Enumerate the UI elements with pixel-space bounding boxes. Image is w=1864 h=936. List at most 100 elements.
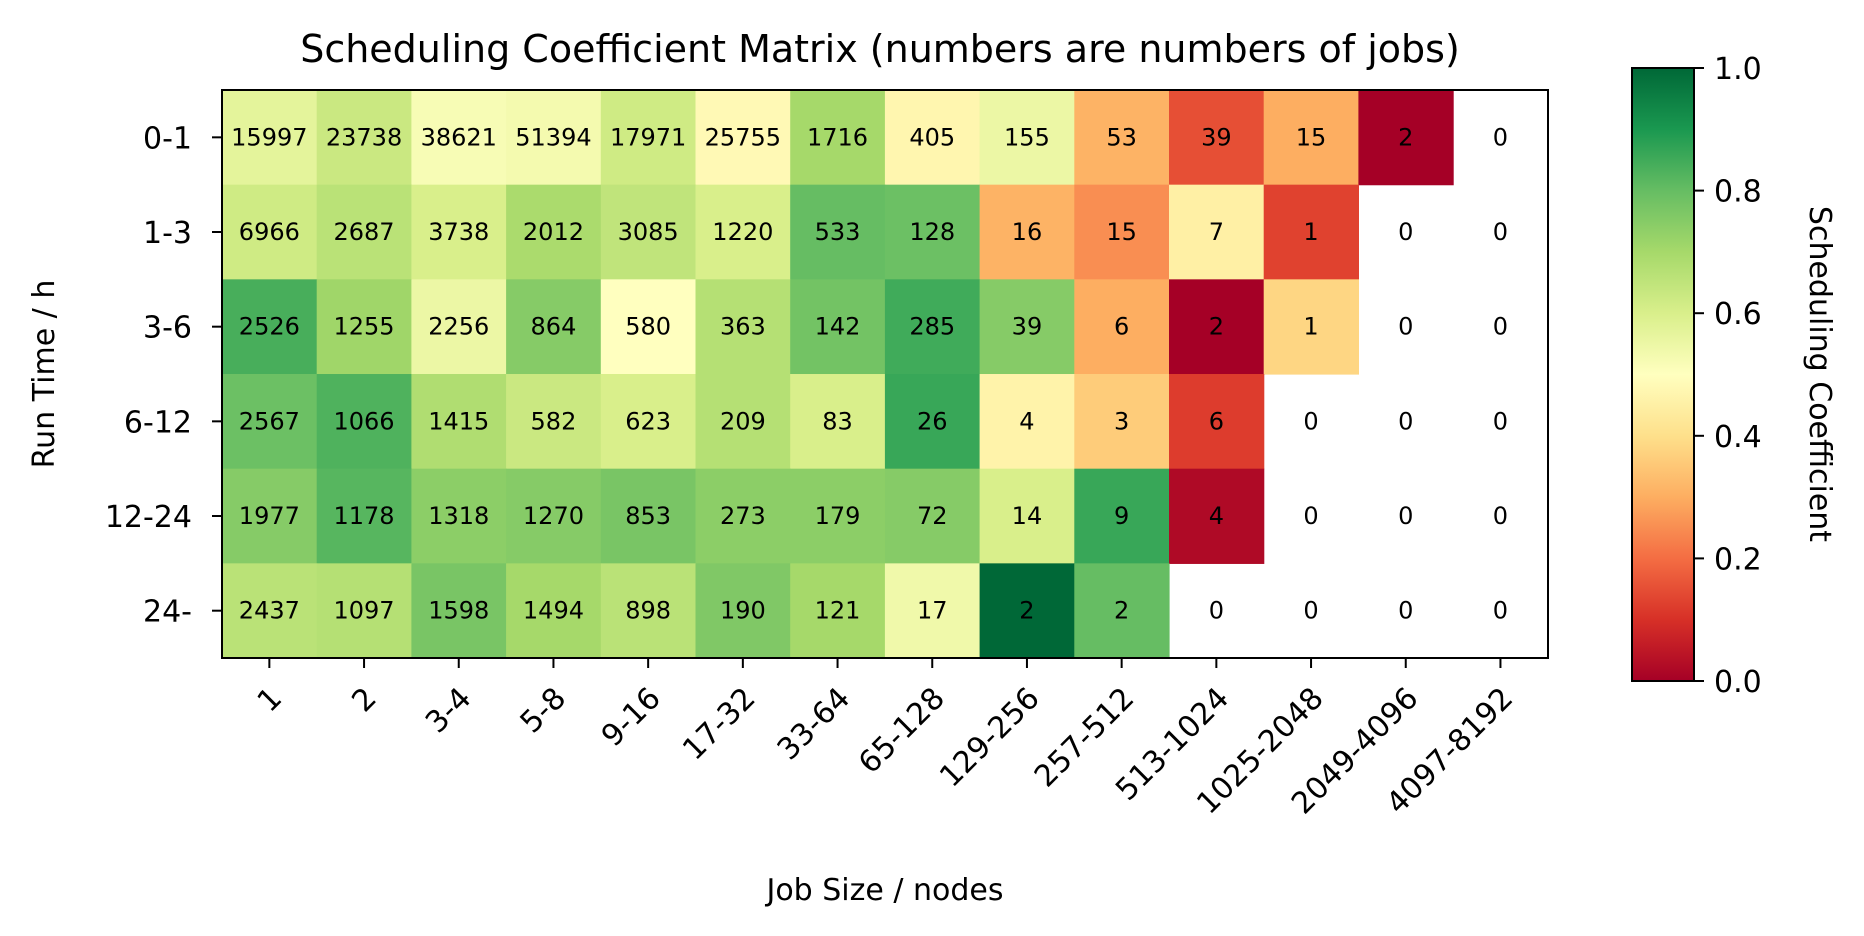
heatmap-cell	[600, 279, 697, 375]
heatmap-cell	[222, 184, 318, 280]
cell-count-label: 3085	[618, 218, 679, 246]
heatmap-cell	[1169, 468, 1265, 564]
heatmap-cell	[1263, 184, 1359, 280]
heatmap-cell	[979, 563, 1075, 659]
cell-count-label: 190	[720, 597, 766, 625]
heatmap-cell	[411, 468, 507, 564]
heatmap-cell	[506, 184, 602, 280]
cell-count-label: 0	[1493, 313, 1508, 341]
x-axis-ticks: 1 2 3-4 5-8 9-16 17-32 33-6465-128129-256257-5…	[251, 658, 1520, 821]
cell-count-label: 2256	[428, 313, 489, 341]
cell-count-label: 2687	[334, 218, 395, 246]
heatmap-cell	[1263, 90, 1359, 186]
heatmap-cell	[411, 184, 507, 280]
heatmap-cell	[884, 468, 981, 564]
cell-count-label: 17971	[610, 123, 686, 151]
cell-count-label: 2	[1209, 313, 1224, 341]
heatmap-cell	[1074, 279, 1170, 375]
cell-count-label: 15	[1106, 218, 1137, 246]
cell-count-label: 7	[1209, 218, 1224, 246]
heatmap-cell	[316, 468, 412, 564]
cell-count-label: 15997	[231, 123, 307, 151]
cell-count-label: 580	[625, 313, 671, 341]
heatmap-cell	[316, 184, 412, 280]
heatmap-cell	[506, 374, 602, 470]
y-tick-label: 12-24	[105, 500, 192, 535]
cell-count-label: 864	[531, 313, 577, 341]
heatmap-cell	[979, 374, 1075, 470]
cell-count-label: 0	[1493, 218, 1508, 246]
heatmap-cell	[695, 563, 791, 659]
heatmap-cell	[884, 563, 981, 659]
heatmap-cell	[600, 90, 697, 186]
cell-count-label: 121	[815, 597, 861, 625]
cell-count-label: 209	[720, 407, 766, 435]
cell-count-label: 0	[1303, 597, 1318, 625]
heatmap-cell	[1169, 279, 1265, 375]
heatmap-cell	[316, 563, 412, 659]
heatmap-cell	[695, 374, 791, 470]
cell-count-label: 0	[1303, 502, 1318, 530]
cell-count-label: 1494	[523, 597, 584, 625]
heatmap-cell	[316, 90, 412, 186]
cell-count-label: 9	[1114, 502, 1129, 530]
heatmap-cell	[790, 90, 886, 186]
cell-count-label: 533	[815, 218, 861, 246]
heatmap-cell	[222, 468, 318, 564]
heatmap-cell	[790, 468, 886, 564]
cell-count-label: 6	[1114, 313, 1129, 341]
cell-count-label: 14	[1012, 502, 1043, 530]
cell-count-label: 6	[1209, 407, 1224, 435]
heatmap-cell	[506, 468, 602, 564]
heatmap-cell	[222, 90, 318, 186]
x-tick-label: 33-64	[771, 681, 857, 767]
cell-count-label: 1977	[239, 502, 300, 530]
colorbar-label: Scheduling Coefficient	[1802, 206, 1837, 542]
cell-count-label: 83	[822, 407, 853, 435]
x-tick-label: 1	[251, 681, 289, 719]
x-tick-label: 3-4	[419, 681, 478, 740]
heatmap-cell	[600, 563, 697, 659]
heatmap-cell	[1358, 90, 1454, 186]
heatmap-cell	[1169, 184, 1265, 280]
heatmap-cell	[506, 90, 602, 186]
y-tick-label: 1-3	[143, 216, 192, 251]
cell-count-label: 363	[720, 313, 766, 341]
heatmap-cell	[979, 279, 1075, 375]
colorbar-tick-label: 0.6	[1714, 297, 1762, 332]
cell-count-label: 25755	[705, 123, 781, 151]
heatmap-cell	[790, 184, 886, 280]
plot-frame	[221, 89, 1549, 659]
cell-count-label: 6966	[239, 218, 300, 246]
cell-count-label: 3738	[428, 218, 489, 246]
cell-count-label: 1	[1303, 313, 1318, 341]
cell-count-label: 0	[1398, 597, 1413, 625]
x-tick-label: 2	[345, 681, 383, 719]
cell-count-label: 0	[1493, 123, 1508, 151]
heatmap-cell	[600, 184, 697, 280]
cell-count-label: 23738	[326, 123, 402, 151]
heatmap-cell	[695, 184, 791, 280]
heatmap-cell	[884, 90, 981, 186]
heatmap-cell-labels: 15997 23738 38621 51394 17971 25755 1716 405 155…	[231, 123, 1508, 624]
heatmap-cell	[411, 374, 507, 470]
y-tick-label: 6-12	[124, 405, 192, 440]
cell-count-label: 1220	[712, 218, 773, 246]
heatmap-cell	[600, 468, 697, 564]
cell-count-label: 4	[1019, 407, 1034, 435]
cell-count-label: 4	[1209, 502, 1224, 530]
y-axis-ticks: 0-1 1-3 3-6 6-12 12-24 24-	[105, 121, 222, 630]
colorbar	[1631, 67, 1695, 682]
cell-count-label: 39	[1201, 123, 1232, 151]
heatmap-cell	[695, 90, 791, 186]
cell-count-label: 0	[1398, 313, 1413, 341]
cell-count-label: 142	[815, 313, 861, 341]
heatmap-cell	[1169, 90, 1265, 186]
cell-count-label: 2	[1019, 597, 1034, 625]
heatmap-cell	[695, 468, 791, 564]
heatmap-cell	[1074, 90, 1170, 186]
heatmap-cell	[411, 90, 507, 186]
cell-count-label: 2437	[239, 597, 300, 625]
x-tick-label: 17-32	[676, 681, 762, 767]
